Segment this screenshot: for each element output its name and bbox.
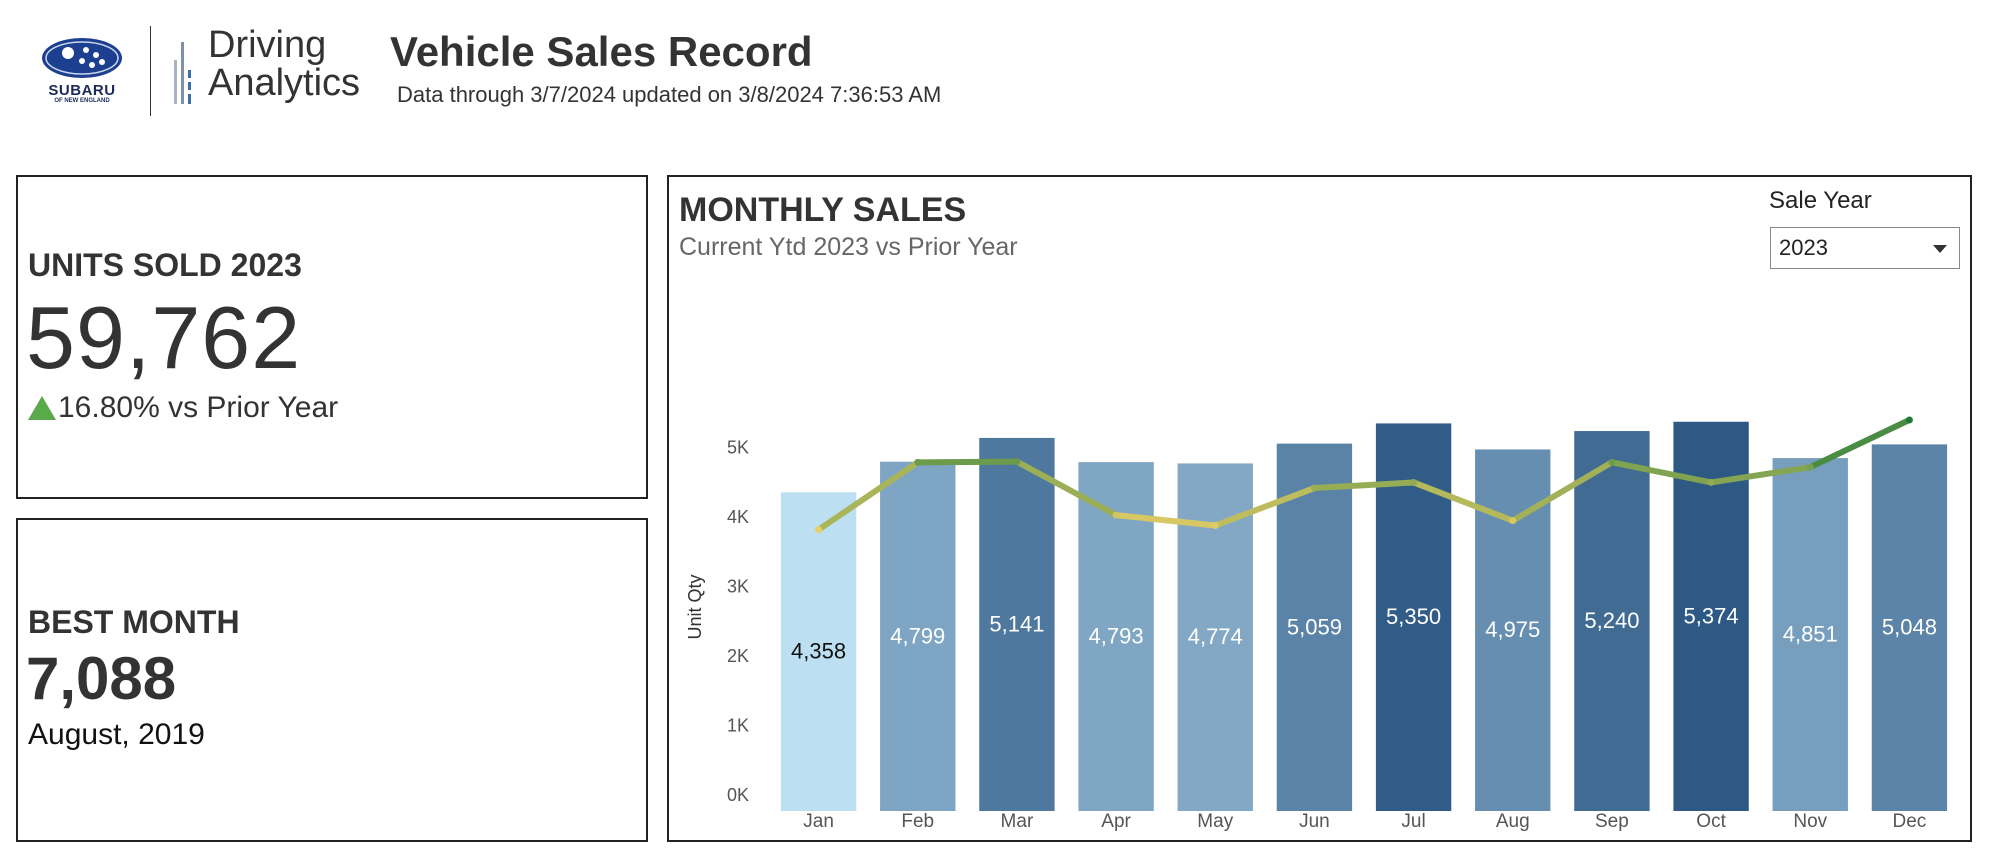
x-tick-label: Apr	[1101, 811, 1131, 832]
prior-year-line-segment	[1708, 464, 1814, 486]
page-title: Vehicle Sales Record	[390, 28, 813, 75]
prior-year-point[interactable]	[1905, 416, 1913, 424]
prior-year-point[interactable]	[1410, 478, 1418, 486]
units-sold-change: 16.80% vs Prior Year	[28, 391, 338, 425]
prior-year-line-segment	[914, 458, 1020, 466]
bar-value-label: 4,851	[1783, 622, 1838, 647]
chart-title: MONTHLY SALES	[679, 191, 967, 229]
analytics-bars-icon	[174, 42, 191, 104]
best-month-card: BEST MONTH 7,088 August, 2019	[16, 518, 648, 842]
bar-value-label: 5,350	[1386, 604, 1441, 629]
header-divider	[150, 26, 151, 116]
prior-year-line-segment	[815, 459, 921, 533]
brand-line-1: Driving	[208, 24, 327, 66]
x-tick-label: Jan	[803, 811, 834, 832]
prior-year-line-segment	[1608, 459, 1715, 486]
prior-year-point[interactable]	[914, 458, 922, 466]
prior-year-point[interactable]	[1013, 458, 1021, 466]
bar-value-label: 5,374	[1684, 603, 1739, 628]
prior-year-point[interactable]	[1509, 517, 1517, 525]
y-tick-label: 0K	[727, 785, 749, 805]
bar-jan[interactable]	[780, 492, 857, 811]
bar-jul[interactable]	[1375, 423, 1452, 811]
monthly-sales-panel: MONTHLY SALES Current Ytd 2023 vs Prior …	[667, 175, 1972, 842]
bar-value-label: 4,975	[1485, 617, 1540, 642]
prior-year-point[interactable]	[815, 526, 823, 534]
units-sold-label: UNITS SOLD 2023	[28, 247, 302, 283]
bar-value-label: 5,240	[1584, 608, 1639, 633]
prior-year-point[interactable]	[1310, 484, 1318, 492]
logo-text: SUBARU	[48, 82, 116, 99]
prior-year-line-segment	[1013, 458, 1120, 519]
brand-line-2: Analytics	[208, 62, 361, 104]
chart-subtitle: Current Ytd 2023 vs Prior Year	[679, 233, 1018, 261]
subaru-stars-icon	[42, 38, 122, 78]
bar-value-label: 4,358	[791, 639, 846, 664]
bar-sep[interactable]	[1574, 431, 1650, 811]
prior-year-point[interactable]	[1211, 522, 1219, 530]
x-tick-label: Nov	[1793, 811, 1827, 832]
units-sold-value: 59,762	[26, 288, 302, 387]
x-tick-label: Jul	[1401, 811, 1425, 832]
bar-feb[interactable]	[880, 461, 956, 811]
best-month-date: August, 2019	[28, 718, 205, 751]
subaru-logo: SUBARU OF NEW ENGLAND	[34, 36, 130, 108]
bar-value-label: 5,048	[1882, 615, 1937, 640]
prior-year-line-segment	[1509, 459, 1615, 524]
y-tick-label: 3K	[727, 577, 749, 597]
prior-year-line-segment	[1311, 479, 1417, 492]
prior-year-line-segment	[1410, 479, 1516, 524]
monthly-sales-chart: Unit Qty 0K 1K 2K 3K 4K 5K 4,358 Jan 4,799 Feb 5,14…	[685, 416, 1948, 832]
prior-year-point[interactable]	[1112, 511, 1120, 519]
bar-dec[interactable]	[1871, 444, 1948, 811]
units-sold-change-text: 16.80% vs Prior Year	[58, 391, 339, 424]
y-axis-label: Unit Qty	[685, 574, 705, 639]
x-tick-label: Feb	[901, 811, 934, 832]
logo-subtext: OF NEW ENGLAND	[54, 98, 110, 104]
prior-year-point[interactable]	[1707, 478, 1715, 486]
bar-value-label: 5,059	[1287, 614, 1342, 639]
bar-value-label: 5,141	[989, 611, 1044, 636]
x-tick-label: May	[1197, 811, 1233, 832]
units-sold-card: UNITS SOLD 2023 59,762 16.80% vs Prior Y…	[16, 175, 648, 499]
x-tick-label: Aug	[1496, 811, 1530, 832]
chevron-down-icon[interactable]	[1933, 245, 1947, 253]
prior-year-point[interactable]	[1608, 458, 1616, 466]
bar-jun[interactable]	[1276, 443, 1353, 811]
best-month-label: BEST MONTH	[28, 604, 240, 640]
best-month-value: 7,088	[26, 645, 177, 712]
y-tick-label: 2K	[727, 646, 749, 666]
prior-year-line-segment	[1212, 485, 1318, 529]
bar-value-label: 4,793	[1089, 624, 1144, 649]
bar-value-label: 4,774	[1188, 624, 1243, 649]
x-tick-label: Sep	[1595, 811, 1629, 832]
bar-nov[interactable]	[1772, 458, 1848, 811]
sale-year-dropdown[interactable]: 2023	[1770, 227, 1960, 269]
x-tick-label: Jun	[1299, 811, 1330, 832]
sale-year-label: Sale Year	[1769, 187, 1872, 214]
x-tick-label: Dec	[1893, 811, 1927, 832]
y-tick-label: 1K	[727, 716, 749, 736]
triangle-up-icon	[28, 396, 56, 420]
x-tick-label: Oct	[1696, 811, 1726, 832]
x-tick-label: Mar	[1001, 811, 1034, 832]
brand-name: Driving Analytics	[208, 26, 360, 102]
bar-mar[interactable]	[979, 437, 1055, 811]
y-tick-label: 5K	[727, 438, 749, 458]
y-tick-label: 4K	[727, 507, 749, 527]
bar-value-label: 4,799	[890, 623, 945, 648]
data-updated-text: Data through 3/7/2024 updated on 3/8/202…	[397, 82, 942, 107]
bar-oct[interactable]	[1673, 421, 1749, 811]
sale-year-value: 2023	[1779, 235, 1828, 260]
prior-year-line-segment	[1113, 512, 1219, 529]
prior-year-point[interactable]	[1806, 463, 1814, 471]
prior-year-line-segment	[1807, 416, 1913, 471]
